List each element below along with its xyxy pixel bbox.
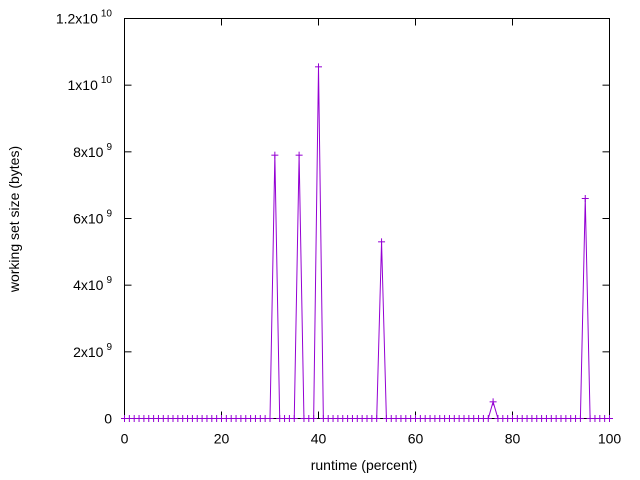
y-tick-label: 1x10 10 [68,75,113,93]
data-point [290,415,298,422]
x-tick-label: 0 [121,431,129,447]
x-tick-label: 40 [311,431,327,447]
series-markers [121,63,613,422]
plot-frame [124,18,610,419]
data-point [576,415,584,422]
y-tick-label: 4x10 9 [73,275,112,293]
y-tick-label: 2x10 9 [73,342,112,360]
data-point [310,415,318,422]
data-point [581,195,589,202]
data-point [489,398,497,406]
y-tick-label: 8x10 9 [73,142,112,160]
x-tick-label: 20 [214,431,230,447]
x-tick-labels: 0 20 40 60 80 100 [121,431,622,447]
series-line [124,66,610,419]
data-point [378,238,386,246]
y-tick-labels: 0 2x10 9 4x10 9 6x10 9 8x10 9 1x10 10 1.2x10 10 [56,9,113,427]
y-tick-label: 6x10 9 [73,209,112,227]
data-point [484,415,492,422]
y-axis-title: working set size (bytes) [6,146,22,293]
data-point [373,415,381,422]
x-axis-title: runtime (percent) [311,457,418,473]
y-tick-label: 0 [104,411,112,427]
data-point [266,415,274,422]
data-point [271,151,279,159]
data-point [315,63,322,71]
y-tick-label: 1.2x10 10 [56,9,113,27]
data-point [295,151,303,159]
x-tick-label: 100 [598,431,622,447]
x-tick-label: 80 [505,431,521,447]
axis-ticks [124,18,610,419]
x-tick-label: 60 [408,431,424,447]
data-point [606,415,613,422]
